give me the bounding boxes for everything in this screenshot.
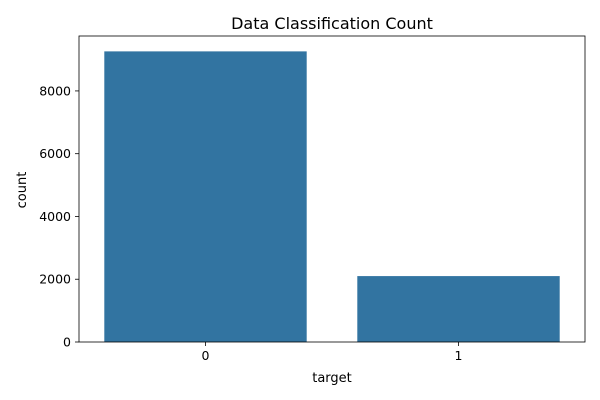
y-tick-label-2000: 2000	[39, 272, 71, 287]
y-tick-label-6000: 6000	[39, 146, 71, 161]
x-axis-label: target	[312, 371, 352, 386]
x-tick-label-0: 0	[202, 348, 210, 363]
y-tick-label-0: 0	[63, 335, 71, 350]
bars-group	[104, 51, 560, 343]
chart-title: Data Classification Count	[231, 14, 433, 33]
bar-1	[357, 276, 560, 342]
y-tick-label-4000: 4000	[39, 209, 71, 224]
plot-area-frame	[78, 35, 586, 343]
x-tick-label-1: 1	[455, 348, 463, 363]
y-axis-label: count	[15, 172, 30, 209]
y-axis-ticks: 0 2000 4000 6000 8000	[39, 83, 79, 350]
y-tick-label-8000: 8000	[39, 83, 71, 98]
bar-0	[104, 51, 307, 343]
